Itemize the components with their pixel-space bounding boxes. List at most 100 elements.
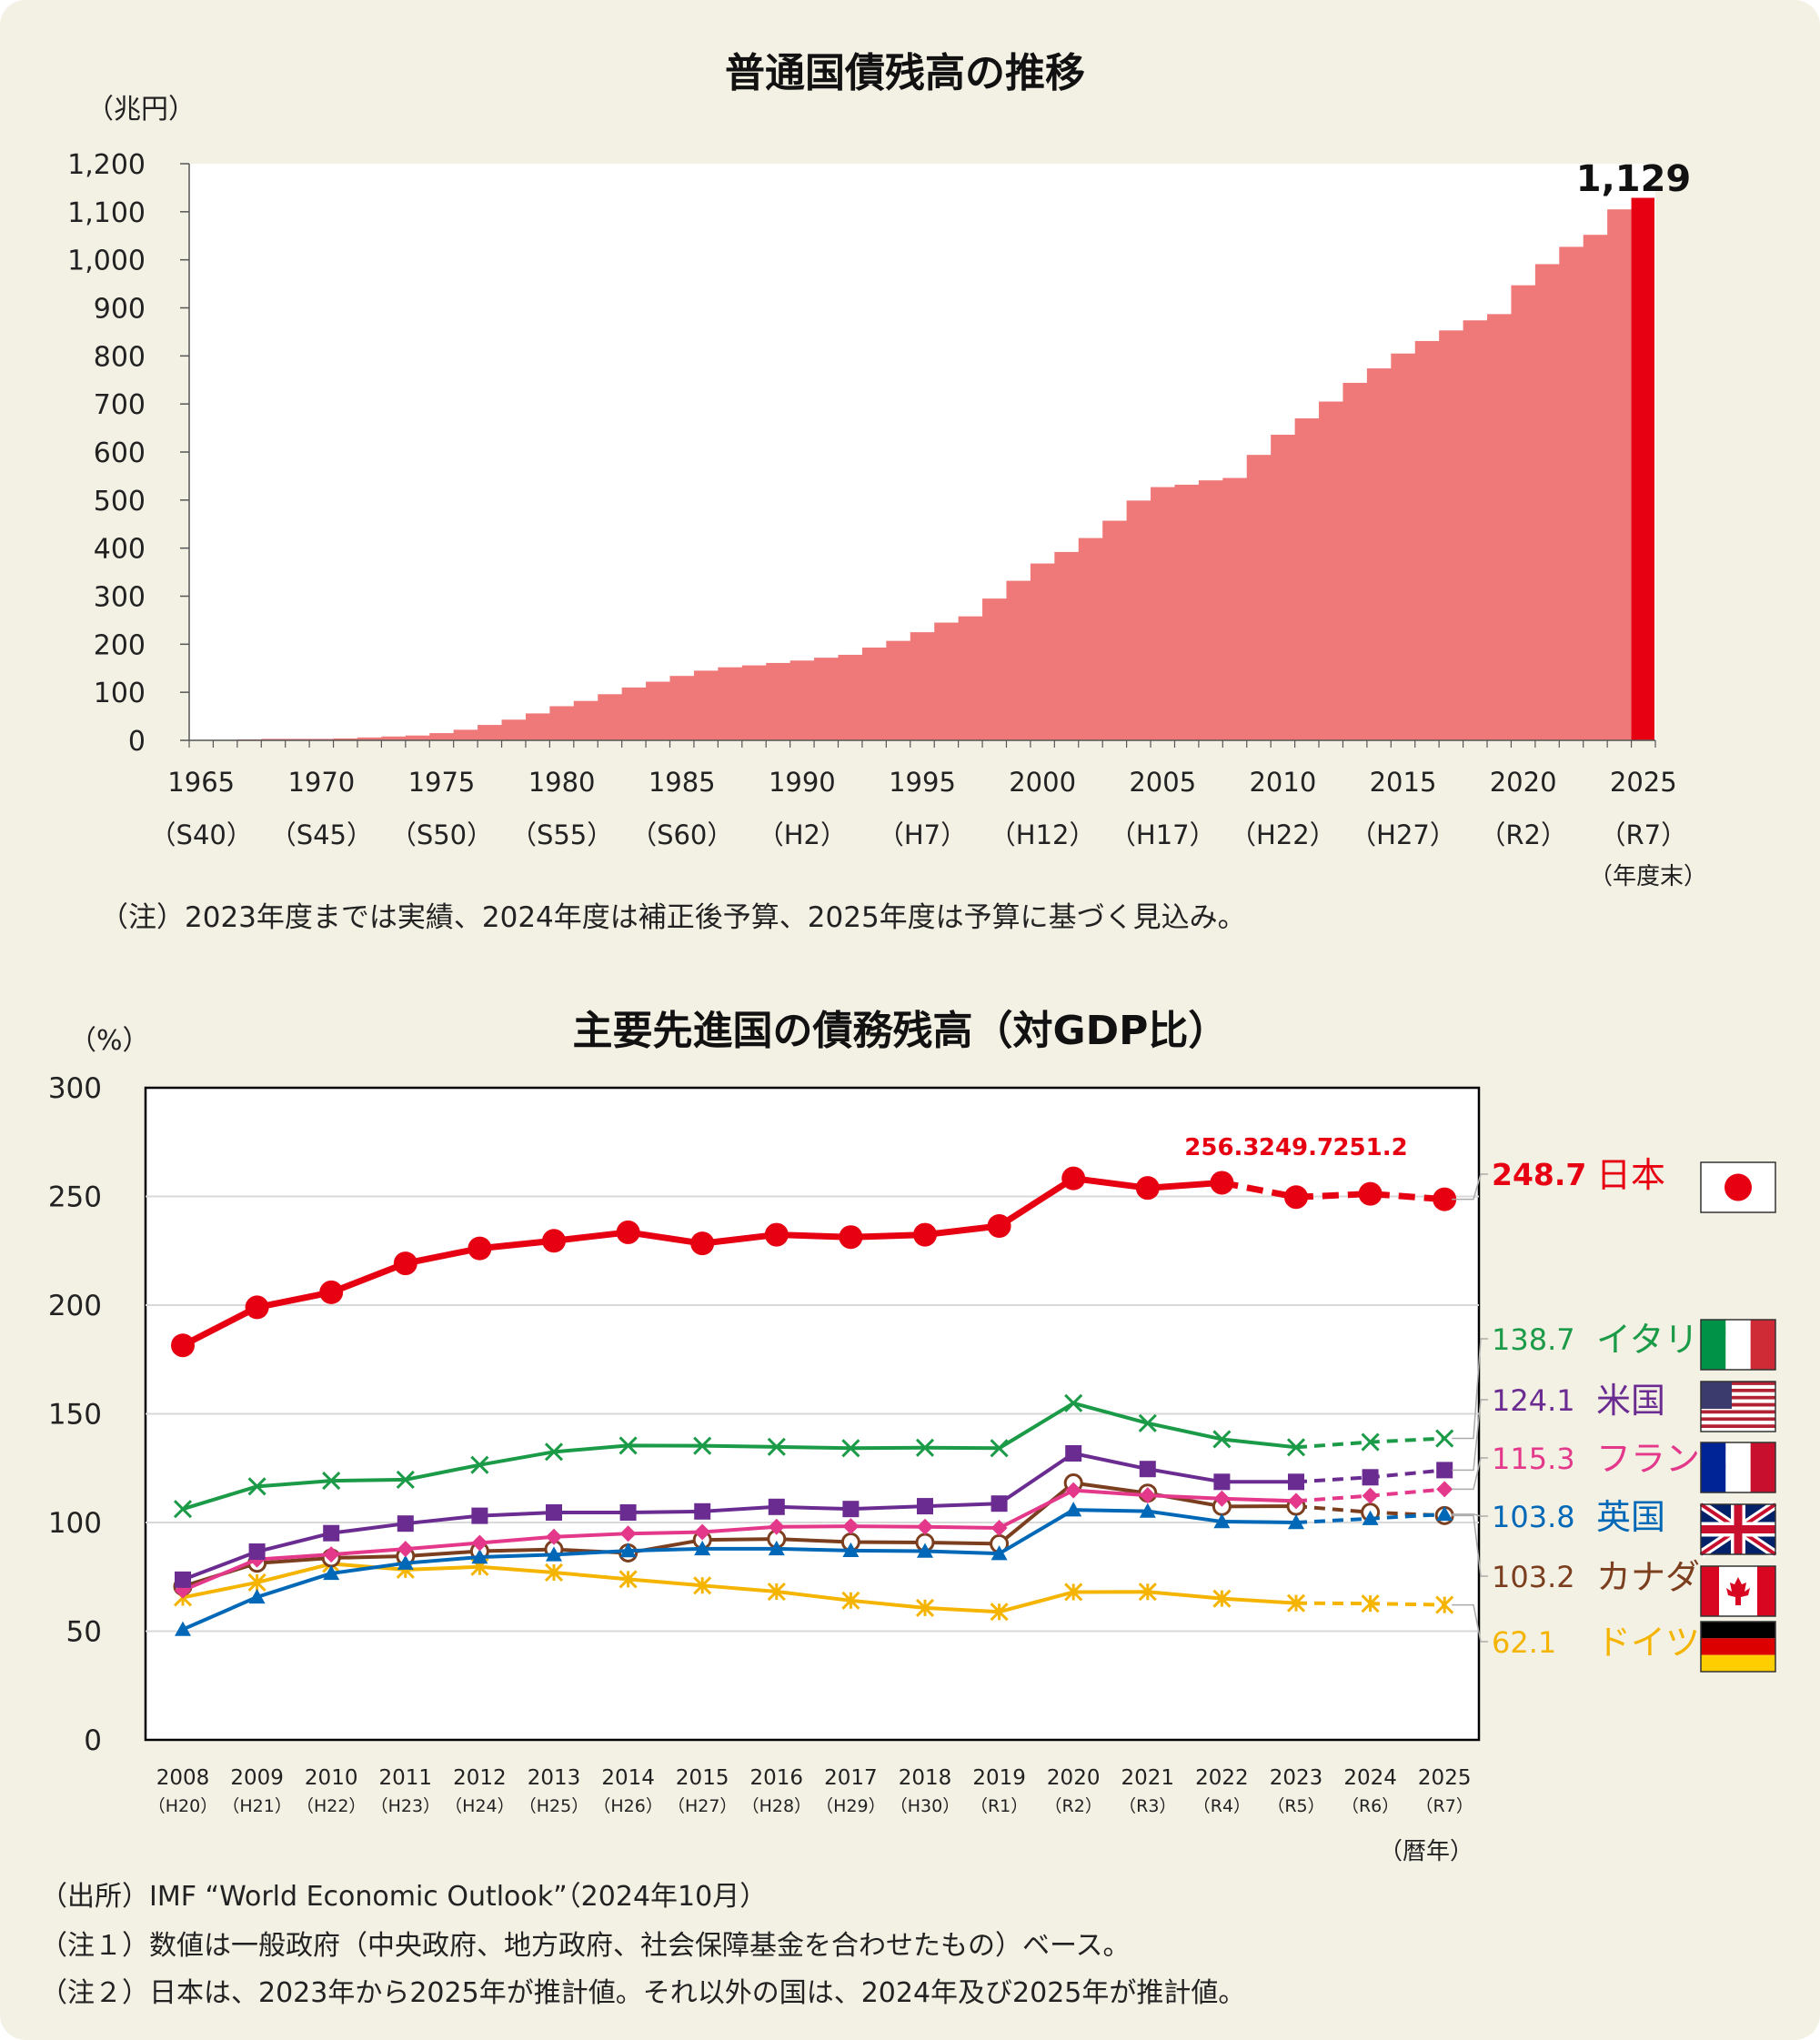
data-point — [470, 1455, 489, 1474]
data-point — [1362, 1469, 1379, 1486]
data-point — [1065, 1482, 1082, 1499]
y-axis-unit: （兆円） — [86, 94, 196, 126]
bar — [1342, 382, 1368, 740]
flag-canton — [1701, 1382, 1732, 1409]
bar — [1559, 246, 1584, 740]
leader-line — [1452, 1399, 1488, 1472]
flag-band — [1701, 1442, 1726, 1492]
bar — [910, 632, 935, 740]
bar — [718, 667, 743, 740]
x-tick-era-label: （S50） — [390, 819, 493, 850]
series-line — [182, 1488, 1297, 1593]
legend-country-name: 米国 — [1596, 1381, 1665, 1421]
bar — [789, 660, 815, 740]
data-point — [1436, 1505, 1453, 1522]
x-tick-label: 2017 — [824, 1766, 878, 1790]
bar — [357, 737, 383, 740]
x-tick-era-label: （H23） — [371, 1796, 440, 1816]
x-tick-era-label: （S60） — [630, 819, 733, 850]
data-point — [616, 1220, 640, 1244]
series-米国 — [175, 1444, 1453, 1588]
data-point — [694, 1502, 711, 1520]
bar — [573, 700, 598, 740]
data-point — [1212, 1589, 1232, 1608]
x-tick-label: 2008 — [156, 1766, 210, 1790]
germany-flag-icon — [1700, 1621, 1776, 1673]
bar — [405, 735, 430, 740]
legend-value: 62.1 — [1492, 1625, 1556, 1660]
legend-item-日本: 248.7 日本 — [1492, 1155, 1665, 1195]
data-point — [1436, 1481, 1453, 1498]
data-point — [694, 1523, 711, 1541]
flag-band — [1701, 1622, 1775, 1639]
data-point — [841, 1439, 860, 1458]
flag-border — [1700, 1565, 1776, 1617]
data-point — [1065, 1502, 1082, 1517]
flag-stripe — [1701, 1413, 1775, 1418]
japan-flag-icon — [1700, 1161, 1776, 1213]
bar — [1534, 264, 1560, 741]
x-tick-label: 2018 — [899, 1766, 952, 1790]
italy-flag-icon — [1700, 1319, 1776, 1371]
data-point — [990, 1495, 1008, 1512]
y-tick-label: 0 — [84, 1724, 102, 1757]
bar — [982, 598, 1008, 740]
data-point — [1288, 1473, 1304, 1491]
y-tick-label: 600 — [94, 437, 146, 469]
x-tick-label: 1995 — [889, 767, 956, 798]
legend-item-米国: 124.1 米国 — [1492, 1381, 1665, 1421]
y-tick-label: 1,200 — [67, 149, 146, 181]
data-point — [839, 1225, 863, 1250]
data-point — [768, 1540, 785, 1556]
bar — [646, 681, 671, 740]
legend-country-name: 英国 — [1596, 1497, 1665, 1537]
data-point — [1213, 1490, 1231, 1507]
data-point — [990, 1519, 1008, 1536]
y-tick-label: 1,000 — [67, 246, 146, 277]
bar — [478, 725, 503, 740]
legend-value: 248.7 — [1492, 1157, 1586, 1192]
legend-country-name: ドイツ — [1596, 1623, 1700, 1663]
bar — [525, 713, 550, 740]
data-point — [319, 1280, 344, 1304]
data-point — [471, 1507, 488, 1524]
data-point — [397, 1515, 414, 1533]
data-point — [544, 1442, 564, 1462]
flag-border — [1700, 1161, 1776, 1213]
data-point — [915, 1598, 935, 1617]
legend-country-name: カナダ — [1596, 1557, 1700, 1597]
y-tick-label: 300 — [48, 1072, 102, 1105]
data-point — [396, 1470, 415, 1489]
data-point — [546, 1528, 562, 1545]
x-tick-era-label: （H27） — [668, 1796, 737, 1816]
data-point — [1213, 1473, 1231, 1491]
x-tick-era-label: （H27） — [1350, 819, 1456, 850]
legend-value: 124.1 — [1492, 1383, 1575, 1418]
point-label: 249.7 — [1259, 1134, 1333, 1161]
data-point — [323, 1564, 340, 1581]
y-tick-label: 900 — [94, 294, 146, 326]
data-point — [917, 1518, 933, 1535]
flag-stripe — [1701, 1421, 1775, 1425]
data-point — [767, 1582, 786, 1602]
x-tick-era-label: （H25） — [519, 1796, 588, 1816]
bond-balance-chart: 普通国債残高の推移 （兆円） 0 100 200 300 400 500 600 700 800… — [67, 50, 1707, 934]
bar — [1126, 500, 1151, 740]
bar — [285, 739, 310, 740]
y-tick-label: 100 — [48, 1507, 102, 1540]
data-point — [1139, 1461, 1156, 1478]
flag-border — [1700, 1381, 1776, 1432]
point-label: 251.2 — [1332, 1134, 1407, 1161]
flag-stripe — [1701, 1395, 1775, 1400]
x-tick-era-label: （H20） — [148, 1796, 217, 1816]
series-イタリア — [173, 1393, 1454, 1519]
bar — [1607, 209, 1633, 741]
data-point — [397, 1541, 414, 1558]
bar — [934, 622, 960, 740]
data-point — [542, 1229, 566, 1253]
source-note: （出所）IMF “World Economic Outlook”（2024年10… — [40, 1881, 768, 1913]
bar — [1439, 330, 1464, 740]
flag-stripe — [1701, 1384, 1775, 1389]
data-point — [618, 1436, 638, 1455]
